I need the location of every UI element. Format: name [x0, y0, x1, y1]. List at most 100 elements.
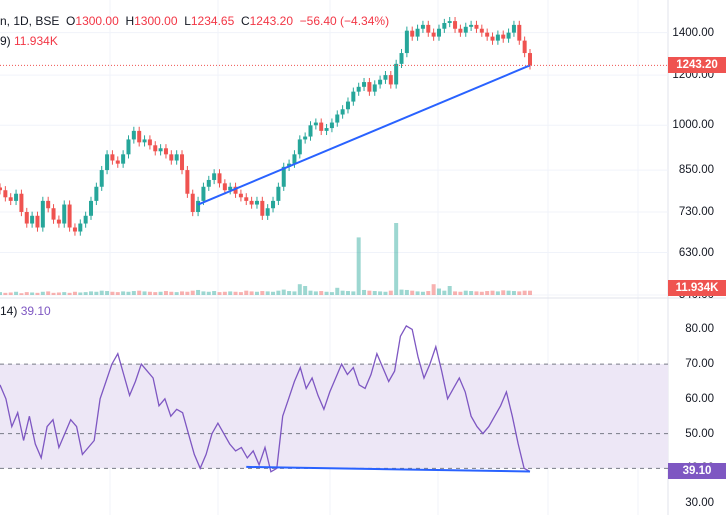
candle-body [378, 79, 383, 85]
volume-bar [388, 290, 393, 295]
volume-bar [51, 292, 56, 295]
candle-body [174, 154, 179, 161]
close-value: 1243.20 [249, 14, 293, 28]
volume-bar [287, 291, 292, 295]
volume-bar [24, 292, 29, 295]
candle-body [201, 186, 206, 201]
rsi-tick-label: 60.00 [685, 392, 714, 405]
volume-bar [420, 291, 425, 295]
symbol-label: n, 1D, BSE [0, 14, 60, 28]
candle-body [479, 28, 484, 33]
volume-bar [458, 291, 463, 295]
candle-body [356, 86, 361, 92]
candle-body [431, 32, 436, 37]
volume-bar [244, 290, 249, 295]
volume-bar [110, 291, 115, 295]
rsi-value: 39.10 [20, 304, 51, 318]
candle-body [453, 21, 458, 29]
volume-bar [351, 291, 356, 295]
volume-bar [99, 290, 104, 295]
candle-body [217, 173, 222, 184]
volume-bar [206, 291, 211, 295]
rsi-legend: 14) 39.10 [0, 304, 51, 318]
volume-tag: 11.934K [668, 280, 726, 296]
volume-bar [511, 291, 516, 295]
open-label: O [66, 14, 76, 28]
volume-bar [469, 291, 474, 295]
rsi-prefix: 14) [0, 304, 18, 318]
rsi-tick-label: 30.00 [685, 497, 714, 510]
candle-body [249, 200, 254, 205]
volume-bar [121, 291, 126, 295]
volume-bar [3, 292, 8, 295]
candle-body [297, 139, 302, 155]
volume-bar [362, 289, 367, 295]
volume-bar [479, 291, 484, 295]
candle-body [372, 84, 377, 92]
candle-body [463, 26, 468, 33]
candle-body [442, 22, 447, 29]
candle-body [142, 139, 147, 143]
candle-body [51, 208, 56, 220]
candle-body [367, 82, 372, 92]
volume-bar [126, 291, 131, 295]
candle-body [335, 114, 340, 123]
volume-bar [442, 290, 447, 295]
volume-bar [506, 290, 511, 295]
candle-body [522, 40, 527, 54]
candle-body [126, 139, 131, 155]
volume-bar [324, 291, 329, 295]
last-price-tag: 1243.20 [668, 57, 726, 74]
volume-bar [83, 292, 88, 295]
volume-bar [169, 291, 174, 295]
volume-bar [260, 291, 265, 295]
candle-body [362, 82, 367, 87]
candle-body [244, 197, 249, 201]
volume-bar [89, 291, 94, 295]
overlays [0, 64, 668, 206]
candle-body [517, 24, 522, 41]
volume-bars [0, 223, 532, 295]
candle-body [94, 186, 99, 201]
volume-bar [313, 291, 318, 295]
volume-bar [522, 290, 527, 295]
candle-body [495, 34, 500, 41]
candle-body [292, 154, 297, 164]
volume-bar [228, 291, 233, 295]
volume-bar [340, 290, 345, 295]
candle-body [420, 24, 425, 29]
volume-bar [56, 292, 61, 295]
candle-body [83, 215, 88, 224]
volume-bar [142, 291, 147, 295]
volume-bar [137, 290, 142, 295]
volume-bar [329, 292, 334, 295]
volume-bar [201, 291, 206, 295]
volume-bar [147, 291, 152, 295]
volume-bar [319, 291, 324, 295]
volume-bar [399, 289, 404, 295]
candle-body [233, 186, 238, 194]
candle-body [501, 34, 506, 39]
volume-bar [163, 291, 168, 295]
candle-body [46, 200, 51, 209]
volume-prefix: 9) [0, 34, 11, 48]
volume-bar [276, 290, 281, 295]
volume-bar [8, 292, 13, 295]
volume-value: 11.934K [14, 34, 58, 48]
price-tick-label: 730.00 [678, 205, 714, 218]
volume-bar [436, 288, 441, 295]
low-label: L [184, 14, 191, 28]
candle-body [24, 211, 29, 224]
volume-bar [517, 291, 522, 295]
candle-body [3, 190, 8, 198]
volume-bar [180, 291, 185, 295]
candle-body [153, 145, 158, 152]
candle-body [180, 154, 185, 171]
candle-body [62, 204, 67, 224]
volume-bar [292, 291, 297, 295]
candle-body [190, 193, 195, 212]
candle-body [158, 148, 163, 152]
volume-bar [404, 289, 409, 295]
candle-body [415, 28, 420, 37]
